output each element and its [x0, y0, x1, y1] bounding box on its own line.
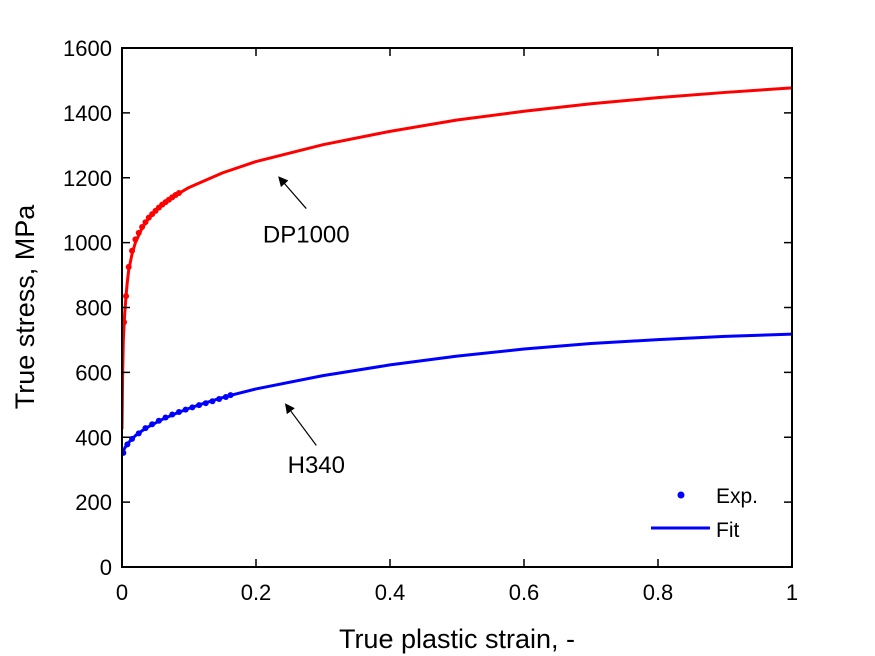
y-tick-label: 1000 [63, 231, 112, 256]
series-h340-exp-point [135, 430, 142, 437]
series-dp1000-exp-point [123, 293, 130, 300]
legend-exp-marker [677, 491, 685, 499]
series-h340-exp-point [169, 411, 176, 418]
annotations-layer: DP1000 H340 [263, 176, 350, 479]
y-tick-label: 600 [75, 360, 112, 385]
y-tick-label: 200 [75, 490, 112, 515]
series-dp1000-fit-line [122, 86, 792, 430]
series-dp1000-exp-point [132, 236, 139, 243]
series-h340-exp-point [209, 398, 216, 405]
series-h340-exp-point [124, 441, 131, 448]
x-tick-label: 1 [786, 580, 798, 605]
y-tick-label: 0 [100, 555, 112, 580]
series-h340-exp-point [227, 392, 234, 399]
y-tick-label: 1600 [63, 36, 112, 61]
y-tick-label: 1400 [63, 101, 112, 126]
y-tick-label: 800 [75, 296, 112, 321]
series-dp1000-exp-point [129, 247, 136, 254]
y-tick-label: 1200 [63, 166, 112, 191]
series-dp1000-exp-point [175, 189, 182, 196]
annotation-label: DP1000 [263, 222, 350, 249]
series-h340-fit-line [122, 332, 792, 456]
series-dp1000-exp-point [125, 263, 132, 270]
x-tick-label: 0.8 [643, 580, 674, 605]
series-dp1000-exp-point [135, 229, 142, 236]
x-tick-label: 0.4 [375, 580, 406, 605]
series-h340-exp-point [122, 449, 127, 456]
series-h340-exp-point [175, 408, 182, 415]
series-h340-exp-point [182, 406, 189, 413]
annotation-arrow [278, 176, 307, 209]
ticks-layer: 0 0.2 0.4 0.6 0.8 1 0 200 400 600 800 1000 1200 1400 1… [63, 36, 798, 605]
series-dp1000-exp-point [142, 219, 149, 226]
legend-exp-label: Exp. [716, 485, 758, 508]
legend: Exp. Fit [651, 485, 758, 542]
series-dp1000-exp-point [139, 224, 146, 231]
series-h340-exp-point [189, 404, 196, 411]
series-h340-exp-point [216, 395, 223, 402]
series-h340-exp-point [155, 417, 162, 424]
series-layer [122, 86, 792, 456]
series-h340-exp-point [196, 402, 203, 409]
legend-fit-label: Fit [716, 519, 739, 542]
series-h340-exp-point [222, 394, 229, 401]
series-h340-exp-point [149, 421, 156, 428]
series-h340-exp-point [129, 435, 136, 442]
y-tick-label: 400 [75, 425, 112, 450]
plot-frame [121, 47, 793, 568]
x-axis-title: True plastic strain, - [339, 624, 575, 654]
x-tick-label: 0 [116, 580, 128, 605]
x-tick-label: 0.6 [509, 580, 540, 605]
series-h340-exp-point [202, 400, 209, 407]
y-axis-title: True stress, MPa [10, 204, 40, 410]
x-tick-label: 0.2 [241, 580, 272, 605]
series-h340-exp-point [142, 425, 149, 432]
annotation-label: H340 [288, 452, 345, 479]
series-h340-exp-point [162, 414, 169, 421]
annotation-arrow [284, 403, 317, 446]
series-dp1000-exp-point [122, 319, 128, 326]
